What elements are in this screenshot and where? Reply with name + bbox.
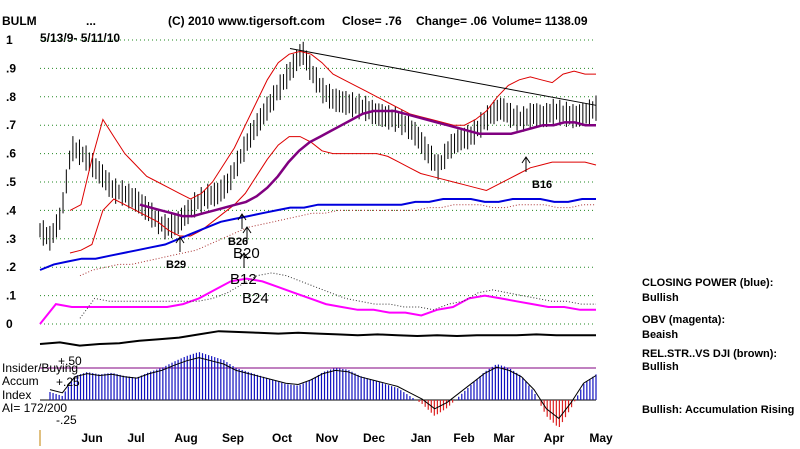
accum-title-3: Index [2,388,31,402]
accum-title-1: Insider/Buying [2,361,78,375]
x-tick-label: Sep [222,431,244,445]
x-tick-label: May [589,431,613,445]
x-tick-label: Apr [544,431,565,445]
accum-title-2: Accum [2,374,39,388]
signal-arrowhead [239,252,249,260]
signal-arrowhead [242,226,252,234]
accum-ma-line [49,357,597,420]
volume-text: Volume= 1138.09 [492,14,588,28]
obv-value: Beaish [642,329,678,341]
change-text: Change= .06 [416,14,487,28]
x-tick-label: Feb [453,431,474,445]
x-tick-label: Dec [363,431,385,445]
y-tick-label: .5 [6,175,16,189]
signal-arrowhead [521,156,531,164]
obv-line [39,277,596,325]
rs-title: REL.STR..VS DJI (brown): [642,348,777,360]
y-tick-label: 0 [6,317,13,331]
closing-power-line [39,198,596,271]
signal-label: B16 [532,179,552,191]
cp-title: CLOSING POWER (blue): [642,277,773,289]
y-axis-ticks: 1 .9 .8 .7 .6 .5 .4 .3 .2 .1 0 [6,33,16,331]
right-panel: CLOSING POWER (blue): Bullish OBV (magen… [642,277,794,416]
y-tick-label: .8 [6,90,16,104]
x-tick-label: Jun [81,431,102,445]
x-axis-ticks: Jun Jul Aug Sep Oct Nov Dec Jan Feb Mar Apr May [81,431,613,445]
signal-label: B29 [166,259,186,271]
signal-label: B20 [233,245,260,262]
y-tick-label: .9 [6,61,16,75]
signal-arrowhead [175,236,185,244]
accum-tick-high: +.50 [58,354,82,368]
x-tick-label: Nov [316,431,339,445]
ellipsis-label: ... [86,14,96,28]
y-tick-label: .4 [6,203,16,217]
signal-label: B24 [242,290,269,307]
signal-arrowhead [237,213,247,221]
x-tick-label: Jan [411,431,432,445]
obv-ma [79,272,596,319]
accum-tick-mid: +.25 [56,375,80,389]
signal-label: B12 [230,271,257,288]
y-tick-label: .2 [6,260,16,274]
accumulation-histogram [40,352,597,427]
trendline [289,48,597,106]
x-tick-label: Oct [272,431,292,445]
y-tick-label: .7 [6,118,16,132]
obv-title: OBV (magenta): [642,314,725,326]
y-tick-label: .1 [6,289,16,303]
accum-tick-low: -.25 [56,413,77,427]
cp-value: Bullish [642,292,679,304]
rs-value: Bullish [642,361,679,373]
moving-average-line [139,109,596,218]
series-lines [39,41,597,347]
x-tick-label: Mar [493,431,515,445]
close-text: Close= .76 [342,14,402,28]
grid-lines [40,39,596,325]
chart-title: (C) 2010 www.tigersoft.com [168,14,325,28]
rel-strength-line [39,330,596,347]
upper-band-line [69,50,596,211]
signal-label: B26 [228,236,248,248]
x-tick-label: Jul [127,431,144,445]
date-range: 5/13/9- 5/11/10 [40,31,120,45]
ticker-label: BULM [2,14,37,28]
y-tick-label: .6 [6,147,16,161]
accum-ai: AI= 172/200 [2,401,67,415]
x-tick-label: Aug [174,431,197,445]
accum-summary: Bullish: Accumulation Rising [642,404,794,416]
y-tick-label: 1 [6,33,13,47]
lower-band-line [69,136,597,254]
y-tick-label: .3 [6,232,16,246]
closing-power-ma [79,204,596,277]
